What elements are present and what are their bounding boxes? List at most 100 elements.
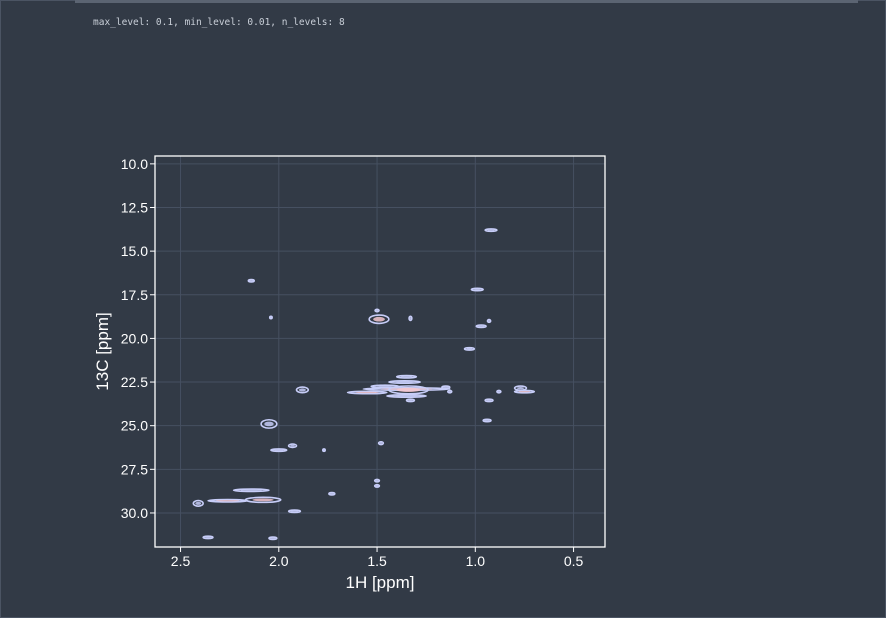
contour-peak — [373, 483, 381, 488]
contour-peak-core — [249, 280, 254, 282]
contour-peak-core — [290, 510, 299, 512]
contour-peak — [441, 385, 451, 390]
contour-peak — [463, 346, 476, 351]
contour-peak-core — [448, 390, 451, 393]
contour-peak — [287, 509, 302, 514]
y-tick-label: 15.0 — [121, 243, 148, 259]
contour-peak — [202, 535, 214, 540]
y-axis-label: 13C [ppm] — [93, 312, 112, 390]
contour-peak-core — [240, 489, 262, 491]
contour-peak — [268, 315, 273, 320]
contour-peak — [496, 389, 502, 394]
x-tick-label: 2.5 — [171, 553, 191, 569]
contour-peak-core — [375, 309, 379, 312]
contour-peak — [395, 374, 418, 379]
contour-peak — [370, 384, 400, 389]
contour-peak-core — [379, 442, 383, 444]
contour-peak-core — [518, 390, 531, 393]
contour-peak-core — [264, 421, 274, 427]
contour-peak-core — [205, 536, 212, 539]
contour-peak-core — [516, 387, 525, 390]
contour-peak-core — [270, 537, 276, 539]
contour-peak-core — [375, 480, 379, 482]
contour-peak-core — [396, 387, 421, 393]
contour-peak-core — [466, 348, 473, 350]
contour-peak — [328, 491, 336, 496]
contour-peak — [321, 448, 326, 453]
contour-peak — [374, 308, 380, 313]
contour-peak — [368, 314, 390, 325]
contour-peak — [484, 398, 494, 403]
ticks: 2.5 2.0 1.5 1.0 0.5 10.0 12.5 15.0 17.5 20.0 22.5 2… — [121, 156, 584, 569]
contour-peak-core — [330, 493, 334, 495]
contour-peak — [388, 385, 429, 395]
contour-peak-core — [486, 399, 492, 402]
contour-peak-core — [355, 391, 380, 394]
contour-peak-core — [400, 376, 413, 378]
y-tick-label: 12.5 — [121, 199, 148, 215]
axes-frame — [154, 155, 606, 548]
grid — [155, 156, 605, 547]
contour-peak-core — [408, 399, 413, 402]
contour-peak — [232, 488, 270, 493]
contour-peak — [295, 386, 310, 394]
contour-peak — [287, 443, 298, 449]
contour-peak-core — [478, 325, 485, 327]
y-tick-label: 30.0 — [121, 505, 148, 521]
y-tick-label: 25.0 — [121, 418, 148, 434]
contour-peak — [386, 394, 427, 399]
contour-peak-core — [252, 498, 274, 502]
contour-peak-core — [376, 385, 394, 388]
contour-peak — [470, 287, 484, 292]
contour-peak-core — [298, 388, 306, 392]
contour-peak-core — [373, 316, 385, 322]
contour-peak — [405, 398, 416, 403]
contour-peak — [192, 499, 204, 507]
contour-peak — [207, 498, 249, 503]
contour-peak-core — [487, 229, 495, 231]
y-tick-label: 22.5 — [121, 374, 148, 390]
contour-peak-core — [195, 501, 202, 505]
contour-peak — [513, 389, 536, 394]
contour-peak-core — [375, 485, 379, 487]
contour-peak-core — [443, 386, 449, 388]
contour-peak — [408, 315, 413, 322]
contour-peak — [247, 278, 256, 283]
contour-peak-core — [323, 449, 325, 451]
x-tick-label: 1.0 — [466, 553, 486, 569]
contour-peak-core — [274, 449, 284, 451]
contour-params-text: max_level: 0.1, min_level: 0.01, n_level… — [93, 17, 345, 28]
contour-peak — [377, 440, 385, 446]
y-tick-label: 20.0 — [121, 330, 148, 346]
x-tick-label: 1.5 — [367, 553, 387, 569]
contour-peak — [484, 228, 498, 233]
x-axis-label: 1H [ppm] — [346, 573, 415, 592]
contour-peak-core — [394, 395, 419, 397]
contour-peak-core — [395, 381, 414, 383]
contour-peak — [260, 418, 278, 429]
x-tick-label: 0.5 — [564, 553, 584, 569]
contour-peak-core — [215, 500, 240, 502]
contour-peak — [446, 389, 453, 394]
contour-peak — [373, 478, 381, 483]
contour-peak-core — [409, 317, 412, 320]
x-tick-label: 2.0 — [269, 553, 289, 569]
contour-peak — [270, 448, 288, 453]
contour-peak-core — [473, 288, 481, 291]
contour-peak — [482, 418, 492, 423]
contour-peak-core — [290, 444, 295, 447]
y-tick-label: 17.5 — [121, 287, 148, 303]
y-tick-label: 27.5 — [121, 461, 148, 477]
contour-peak-core — [497, 390, 501, 393]
contour-peaks — [192, 228, 536, 541]
contour-peak — [486, 318, 492, 324]
contour-peak — [268, 536, 278, 541]
contour-peak — [346, 390, 388, 395]
contour-peak-core — [484, 419, 490, 422]
contour-peak-core — [488, 320, 491, 322]
contour-peak-core — [270, 316, 272, 319]
output-scrollbar[interactable] — [75, 0, 858, 3]
y-tick-label: 10.0 — [121, 156, 148, 172]
contour-peak — [388, 380, 422, 385]
